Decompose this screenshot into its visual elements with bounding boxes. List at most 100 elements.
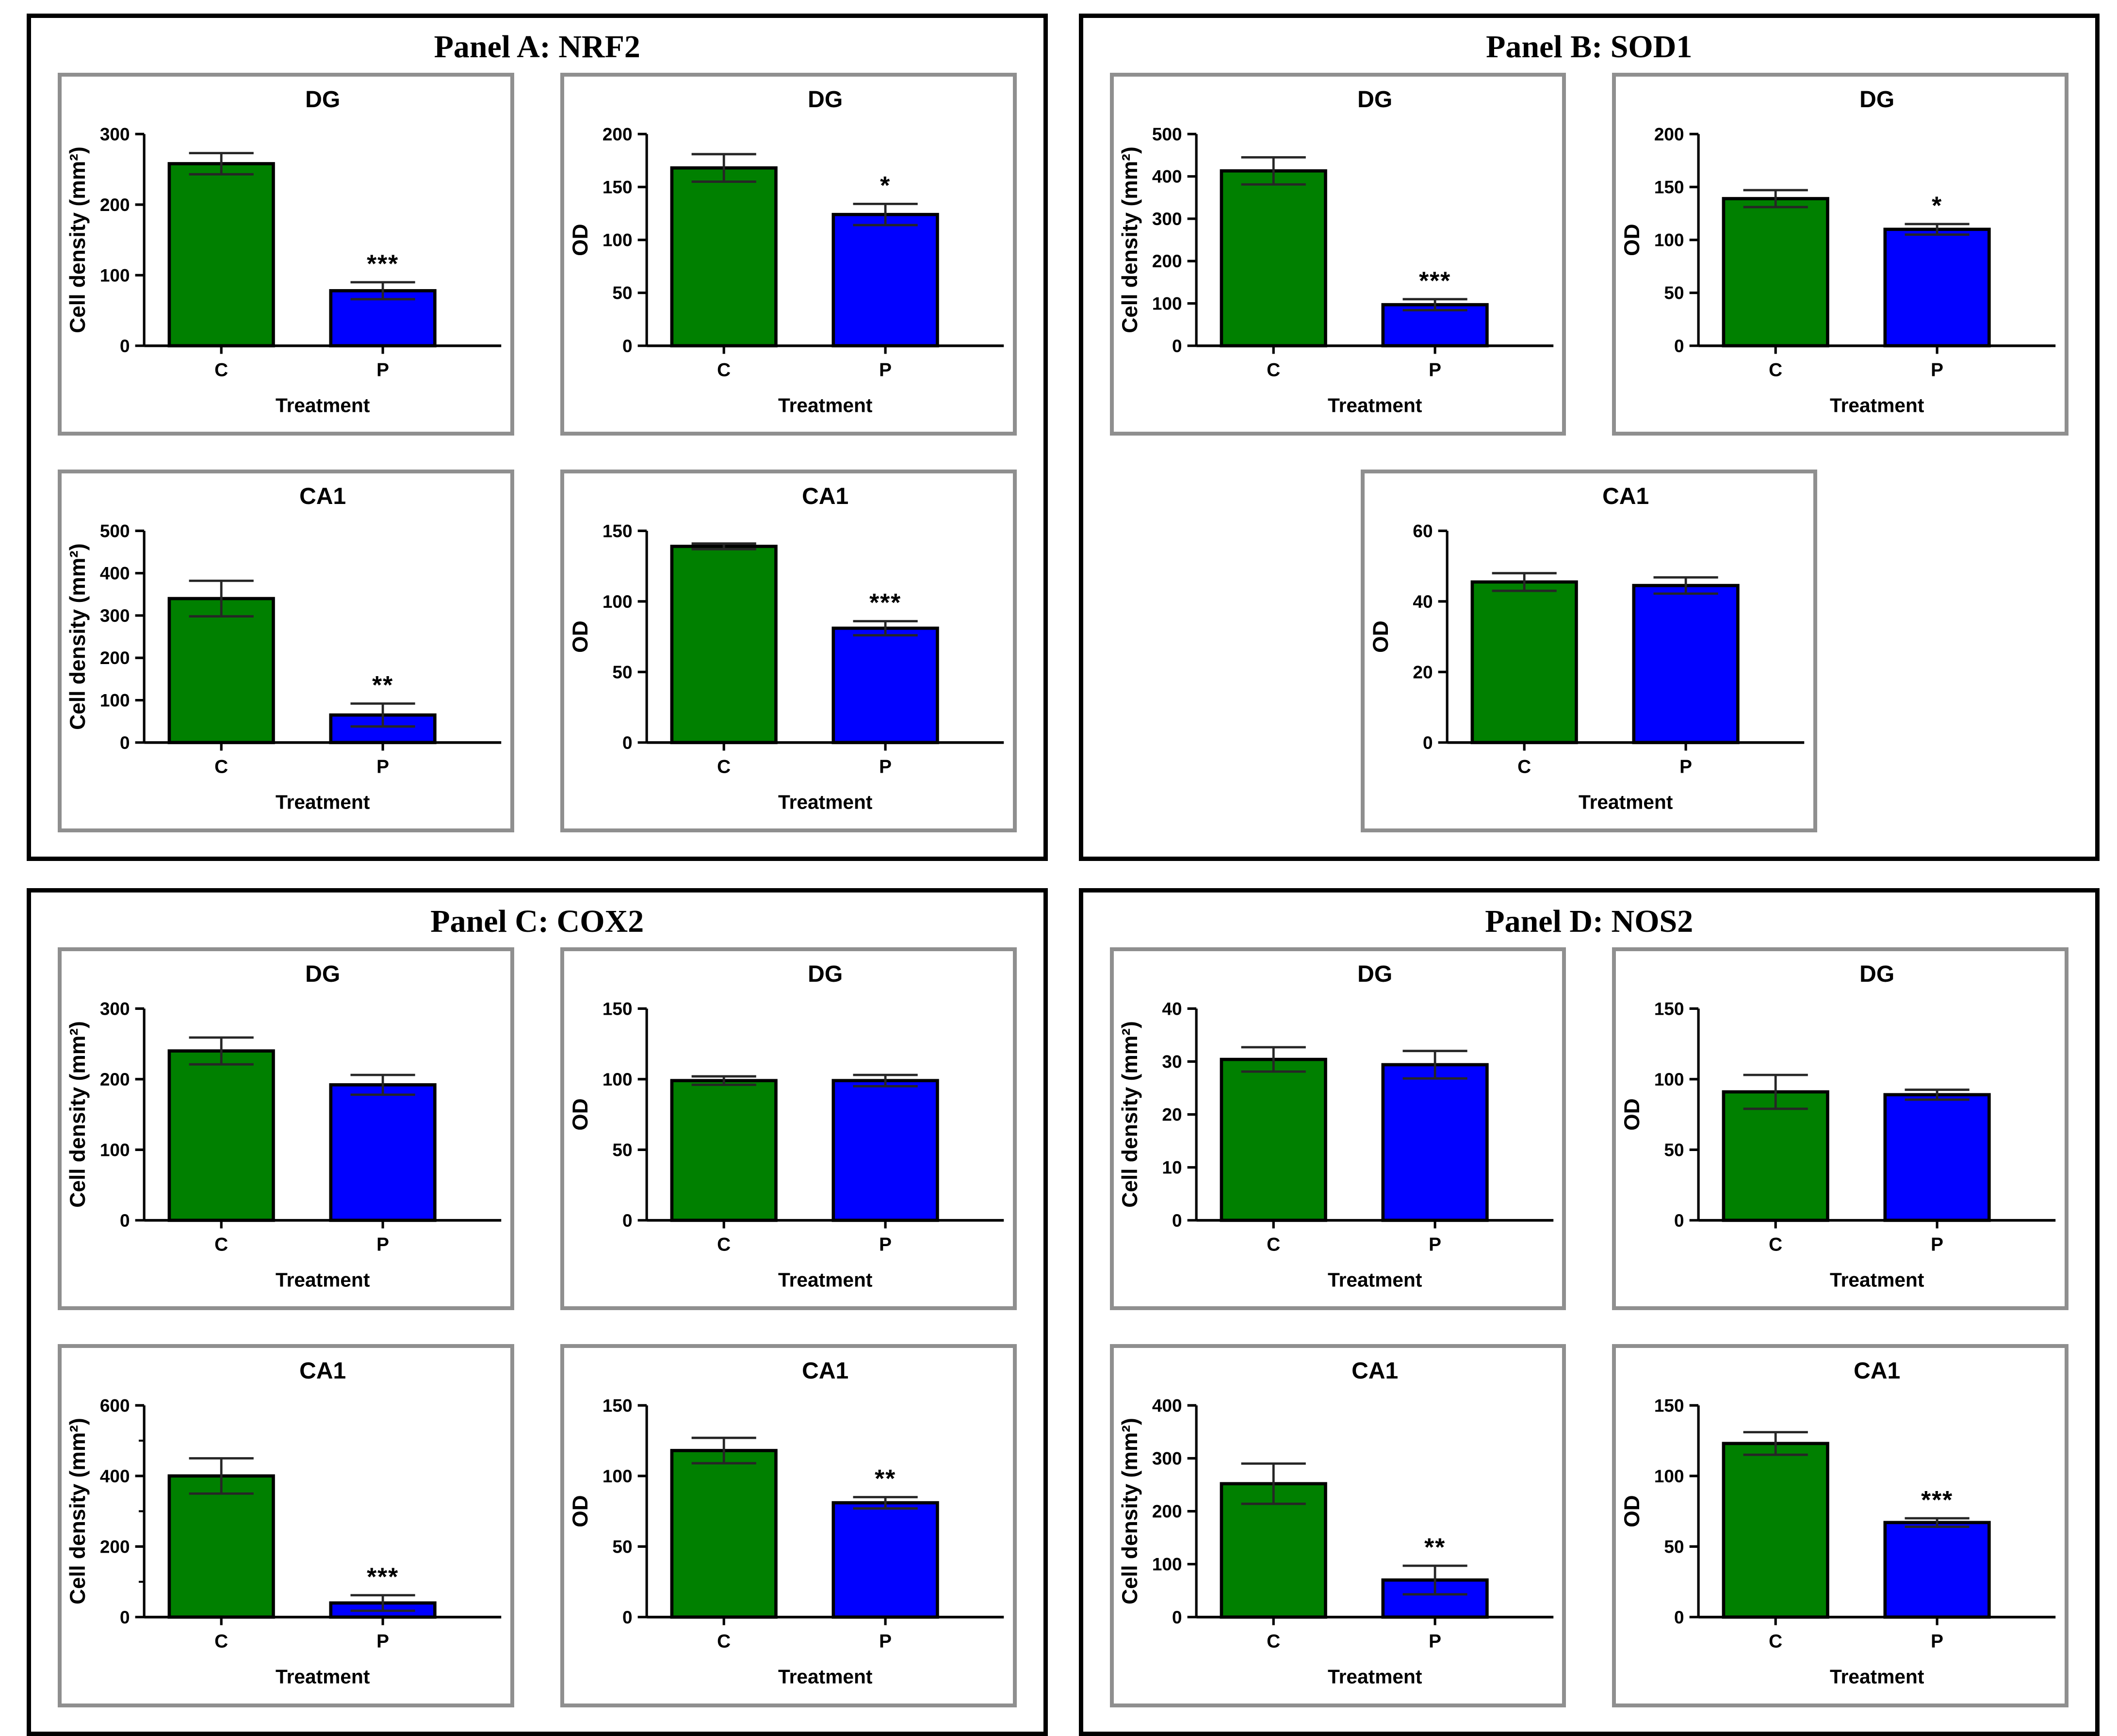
bar-chart-svg: CA1 OD 0 50 100 150 C P *** Treatment — [569, 483, 1004, 813]
bar-chart-svg: CA1 Cell density (mm²) 0 200 400 600 C P *** Trea… — [66, 1358, 502, 1688]
x-tick-label-C: C — [717, 359, 731, 380]
bar-P — [831, 212, 939, 347]
y-tick-label: 150 — [603, 999, 633, 1019]
x-tick-label-C: C — [1267, 1631, 1280, 1652]
y-axis-label: OD — [569, 1098, 592, 1131]
y-tick-label: 300 — [100, 606, 130, 626]
y-tick-label: 40 — [1162, 999, 1182, 1019]
chart-title: DG — [808, 961, 843, 987]
x-axis-label: Treatment — [778, 394, 873, 416]
bar-C — [167, 597, 275, 745]
significance-P: *** — [1921, 1486, 1953, 1514]
chart-title: CA1 — [1352, 1358, 1398, 1384]
chart-title: DG — [1357, 86, 1392, 112]
x-tick-label-P: P — [1680, 757, 1693, 778]
x-axis-label: Treatment — [1328, 1269, 1422, 1291]
y-axis-label: Cell density (mm²) — [1118, 1418, 1142, 1605]
x-axis-label: Treatment — [276, 1666, 370, 1688]
y-tick-label: 300 — [1152, 1449, 1182, 1469]
bar-C — [670, 166, 778, 347]
y-tick-label: 200 — [100, 648, 130, 668]
y-axis-label: OD — [569, 620, 592, 653]
y-tick-label: 100 — [100, 690, 130, 710]
y-axis-label: Cell density (mm²) — [66, 1021, 90, 1208]
chart-title: DG — [808, 86, 843, 112]
y-tick-label: 200 — [100, 1070, 130, 1089]
y-tick-label: 60 — [1413, 521, 1433, 541]
y-tick-label: 40 — [1413, 592, 1433, 612]
chart-cox2-ca1-od: CA1 OD 0 50 100 150 C P ** Treatment — [560, 1344, 1017, 1707]
x-tick-label-C: C — [717, 757, 731, 778]
bar-C — [670, 1449, 778, 1619]
chart-title: DG — [1859, 961, 1894, 987]
significance-P: *** — [1419, 266, 1451, 294]
y-tick-label: 100 — [1654, 1466, 1684, 1486]
y-tick-label: 100 — [1654, 230, 1684, 250]
y-tick-label: 50 — [612, 1537, 632, 1557]
y-tick-label: 100 — [1654, 1070, 1684, 1089]
x-tick-label-P: P — [376, 359, 389, 380]
y-tick-label: 150 — [1654, 177, 1684, 197]
x-axis-label: Treatment — [1830, 394, 1924, 416]
y-tick-label: 200 — [1152, 251, 1182, 271]
significance-P: *** — [869, 588, 901, 617]
bar-chart-svg: DG Cell density (mm²) 0 100 200 300 C P *** Treat… — [66, 86, 502, 416]
chart-title: DG — [305, 86, 340, 112]
bar-C — [1722, 1090, 1830, 1222]
x-tick-label-P: P — [376, 757, 389, 778]
y-tick-label: 0 — [622, 1211, 633, 1231]
y-tick-label: 0 — [1172, 336, 1182, 356]
y-tick-label: 20 — [1413, 662, 1433, 682]
y-tick-label: 0 — [622, 1607, 633, 1627]
y-tick-label: 50 — [612, 1140, 632, 1160]
x-axis-label: Treatment — [1328, 1666, 1422, 1688]
y-tick-label: 50 — [1664, 1537, 1684, 1557]
y-tick-label: 200 — [1152, 1502, 1182, 1522]
y-tick-label: 150 — [603, 1396, 633, 1416]
panel-c-cox2: Panel C: COX2 DG Cell density (mm²) 0 100 20… — [27, 888, 1048, 1736]
x-axis-label: Treatment — [778, 1666, 873, 1688]
chart-cox2-ca1-cell-density: CA1 Cell density (mm²) 0 200 400 600 C P *** Trea… — [58, 1344, 514, 1707]
y-axis-label: OD — [1620, 224, 1644, 256]
x-tick-label-C: C — [1267, 359, 1280, 380]
y-tick-label: 500 — [1152, 124, 1182, 144]
bar-P — [831, 1079, 939, 1222]
x-tick-label-P: P — [376, 1631, 389, 1652]
x-tick-label-P: P — [879, 757, 892, 778]
significance-P: *** — [367, 249, 399, 277]
x-tick-label-P: P — [1931, 1234, 1943, 1255]
bar-chart-svg: CA1 OD 0 50 100 150 C P ** Treatment — [569, 1358, 1004, 1688]
y-tick-label: 300 — [100, 124, 130, 144]
x-tick-label-C: C — [1769, 1234, 1782, 1255]
significance-P: ** — [875, 1465, 896, 1493]
chart-cox2-dg-cell-density: DG Cell density (mm²) 0 100 200 300 C P Treatmen… — [58, 947, 514, 1311]
panel-c-charts: DG Cell density (mm²) 0 100 200 300 C P Treatmen… — [31, 941, 1043, 1732]
y-axis-label: OD — [569, 1495, 592, 1528]
y-tick-label: 100 — [1152, 293, 1182, 313]
x-tick-label-P: P — [1429, 1631, 1441, 1652]
y-tick-label: 200 — [100, 1537, 130, 1557]
y-tick-label: 20 — [1162, 1105, 1182, 1125]
y-tick-label: 150 — [1654, 1396, 1684, 1416]
x-tick-label-P: P — [1931, 1631, 1943, 1652]
x-axis-label: Treatment — [276, 791, 370, 813]
y-tick-label: 150 — [603, 177, 633, 197]
y-tick-label: 0 — [120, 733, 130, 753]
x-tick-label-P: P — [879, 1234, 892, 1255]
x-tick-label-P: P — [1931, 359, 1943, 380]
x-tick-label-C: C — [214, 757, 228, 778]
x-tick-label-P: P — [879, 359, 892, 380]
y-tick-label: 50 — [1664, 1140, 1684, 1160]
significance-P: ** — [372, 671, 393, 699]
x-tick-label-P: P — [376, 1234, 389, 1255]
bar-C — [1220, 1057, 1327, 1222]
bar-C — [1220, 1482, 1327, 1619]
chart-nos2-dg-cell-density: DG Cell density (mm²) 0 10 20 30 40 C P Treatment — [1109, 947, 1566, 1311]
panel-d-nos2: Panel D: NOS2 DG Cell density (mm²) 0 10 20 3… — [1078, 888, 2100, 1736]
panel-c-title: Panel C: COX2 — [430, 904, 644, 940]
chart-title: DG — [1859, 86, 1894, 112]
chart-title: CA1 — [299, 1358, 346, 1384]
x-axis-label: Treatment — [276, 1269, 370, 1291]
x-tick-label-P: P — [1429, 1234, 1441, 1255]
bar-chart-svg: DG Cell density (mm²) 0 10 20 30 40 C P Treatment — [1118, 961, 1553, 1291]
